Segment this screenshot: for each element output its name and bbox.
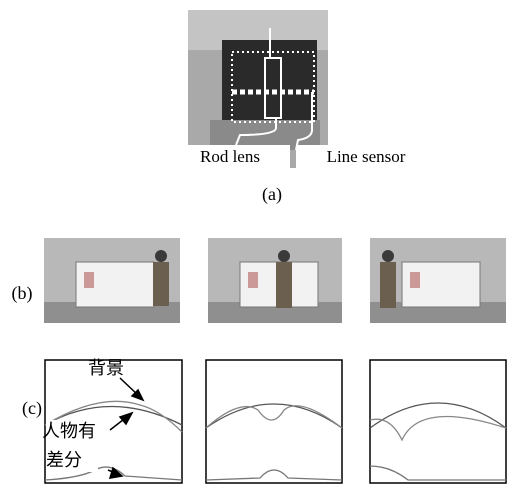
scene-photo	[370, 238, 506, 323]
profile-plot	[370, 360, 506, 483]
profile-plot	[206, 360, 342, 483]
figure: Rod lens Line sensor (a) (b) (c)	[0, 0, 510, 486]
caption-a: (a)	[262, 184, 282, 205]
scene-photo	[44, 238, 180, 323]
arrows	[108, 378, 143, 478]
caption-b: (b)	[12, 283, 33, 304]
annotation-person: 人物有	[42, 421, 96, 441]
annotation-background: 背景	[88, 358, 124, 378]
label-line-sensor: Line sensor	[327, 147, 406, 166]
label-rod-lens: Rod lens	[200, 147, 260, 166]
scene-photo	[208, 238, 342, 323]
annotation-difference: 差分	[46, 450, 82, 470]
caption-c: (c)	[22, 398, 42, 419]
